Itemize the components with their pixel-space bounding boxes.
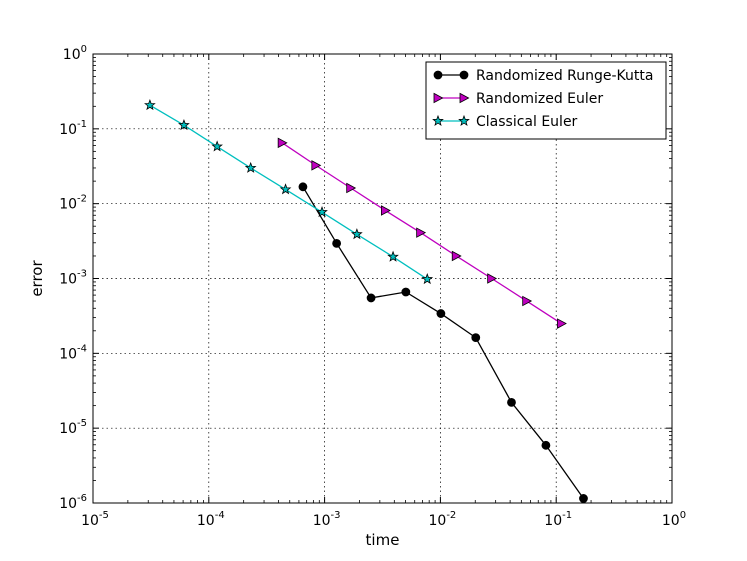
legend-label: Randomized Euler [476, 91, 603, 107]
y-tick-label-exponent: -4 [77, 343, 87, 354]
x-tick-label-exponent: 0 [680, 510, 686, 521]
data-point [387, 250, 399, 262]
data-point [351, 228, 363, 240]
x-tick-label: 10-3 [313, 510, 341, 529]
y-tick-label-base: 10 [59, 272, 77, 288]
data-point [346, 182, 357, 194]
y-tick-label-base: 10 [59, 496, 77, 512]
y-tick-label: 10-6 [59, 493, 87, 512]
y-tick-label-base: 10 [59, 421, 77, 437]
x-tick-label-base: 10 [313, 513, 331, 529]
data-point [244, 161, 257, 173]
y-tick-label-exponent: -2 [77, 194, 87, 205]
data-point [522, 295, 533, 307]
y-tick-label-base: 10 [59, 346, 77, 362]
series-layer [144, 99, 588, 503]
x-tick-label-base: 10 [197, 513, 215, 529]
grid [93, 54, 672, 503]
data-point [298, 182, 308, 192]
y-tick-label-base: 10 [63, 47, 81, 63]
x-tick-label-exponent: -1 [562, 510, 572, 521]
x-tick-label: 100 [662, 510, 686, 529]
x-tick-label-base: 10 [662, 513, 680, 529]
x-axis-title: time [366, 531, 400, 549]
y-tick-label: 10-4 [59, 343, 87, 362]
data-point [311, 160, 322, 171]
data-point [178, 119, 190, 131]
data-point [487, 273, 498, 284]
legend-label: Randomized Runge-Kutta [476, 68, 653, 84]
data-point [451, 250, 462, 262]
y-tick-label-base: 10 [59, 122, 77, 138]
y-tick-label-base: 10 [59, 197, 77, 213]
tick-labels: 10-5 10-4 10-3 10-2 10-1 10010-610-510-410-31… [59, 44, 686, 529]
data-point [366, 293, 376, 303]
legend-item: Classical Euler [432, 114, 578, 130]
data-point [421, 273, 434, 285]
legend-item: Randomized Runge-Kutta [433, 68, 653, 84]
data-point [277, 137, 288, 149]
x-tick-label: 10-1 [544, 510, 572, 529]
x-tick-label: 10-2 [428, 510, 456, 529]
legend-marker [459, 70, 469, 80]
legend-marker [433, 70, 443, 80]
data-point [579, 494, 588, 503]
data-point [541, 440, 551, 450]
data-point [332, 238, 342, 248]
y-tick-label-exponent: -5 [77, 418, 87, 429]
x-tick-label-exponent: -4 [215, 510, 225, 521]
y-tick-label-exponent: -1 [77, 119, 87, 130]
series-1 [277, 137, 567, 329]
legend-marker [459, 92, 470, 104]
y-tick-label-exponent: 0 [81, 44, 87, 55]
data-point [144, 99, 156, 111]
plot-frame [92, 53, 673, 504]
y-tick-label: 10-3 [59, 269, 87, 288]
data-point [471, 333, 481, 343]
series-0 [298, 182, 588, 503]
data-point [279, 183, 292, 195]
y-axis-title: error [28, 260, 46, 297]
series-2 [144, 99, 434, 285]
x-tick-label-exponent: -3 [331, 510, 341, 521]
data-point [381, 205, 391, 216]
data-point [316, 206, 328, 218]
x-tick-label-exponent: -5 [99, 510, 109, 521]
data-point [211, 140, 223, 152]
y-tick-label: 10-2 [59, 194, 87, 213]
data-point [507, 397, 516, 407]
x-tick-label: 10-5 [81, 510, 109, 529]
legend: Randomized Runge-Kutta Randomized Euler Cl… [425, 61, 667, 140]
x-tick-label: 10-4 [197, 510, 225, 529]
legend-marker [458, 114, 470, 126]
legend-marker [432, 114, 444, 126]
y-tick-label: 10-5 [59, 418, 87, 437]
data-point [416, 227, 427, 238]
y-tick-label-exponent: -6 [77, 493, 87, 504]
legend-item: Randomized Euler [433, 91, 603, 107]
data-point [436, 309, 446, 318]
x-tick-label-base: 10 [81, 513, 99, 529]
y-tick-label: 100 [63, 44, 87, 63]
y-tick-label-exponent: -3 [77, 269, 87, 280]
x-tick-label-exponent: -2 [446, 510, 456, 521]
data-point [401, 287, 411, 297]
x-tick-label-base: 10 [428, 513, 446, 529]
legend-marker [433, 92, 444, 104]
x-tick-label-base: 10 [544, 513, 562, 529]
y-tick-label: 10-1 [59, 119, 87, 138]
legend-label: Classical Euler [476, 114, 578, 130]
data-point [557, 318, 567, 329]
